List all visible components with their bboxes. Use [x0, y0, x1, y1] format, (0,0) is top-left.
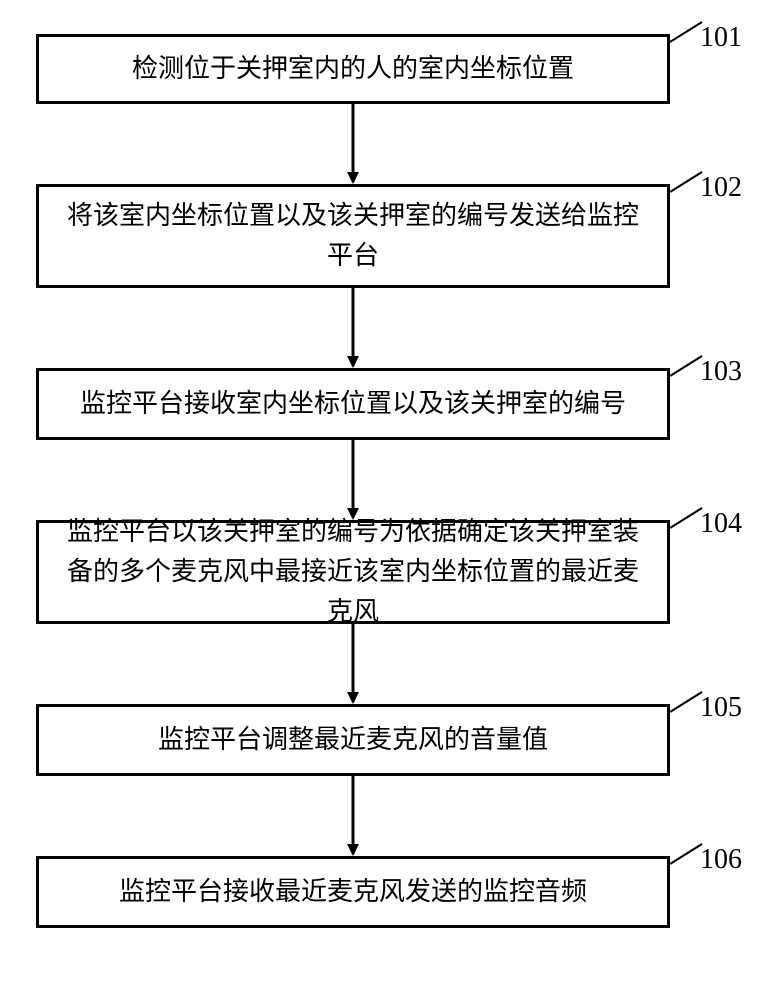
step-number-label: 105 — [700, 692, 742, 724]
flow-node: 监控平台以该关押室的编号为依据确定该关押室装备的多个麦克风中最接近该室内坐标位置… — [36, 520, 670, 624]
flowchart-canvas: 检测位于关押室内的人的室内坐标位置将该室内坐标位置以及该关押室的编号发送给监控平… — [0, 0, 759, 1000]
flow-node: 监控平台接收最近麦克风发送的监控音频 — [36, 856, 670, 928]
flow-node: 检测位于关押室内的人的室内坐标位置 — [36, 34, 670, 104]
step-number-label: 102 — [700, 172, 742, 204]
step-number-label: 101 — [700, 22, 742, 54]
step-number-label: 106 — [700, 844, 742, 876]
flowchart-arrows — [0, 0, 759, 1000]
flow-node: 监控平台调整最近麦克风的音量值 — [36, 704, 670, 776]
flow-node: 监控平台接收室内坐标位置以及该关押室的编号 — [36, 368, 670, 440]
flow-node: 将该室内坐标位置以及该关押室的编号发送给监控平台 — [36, 184, 670, 288]
step-number-label: 103 — [700, 356, 742, 388]
step-number-label: 104 — [700, 508, 742, 540]
